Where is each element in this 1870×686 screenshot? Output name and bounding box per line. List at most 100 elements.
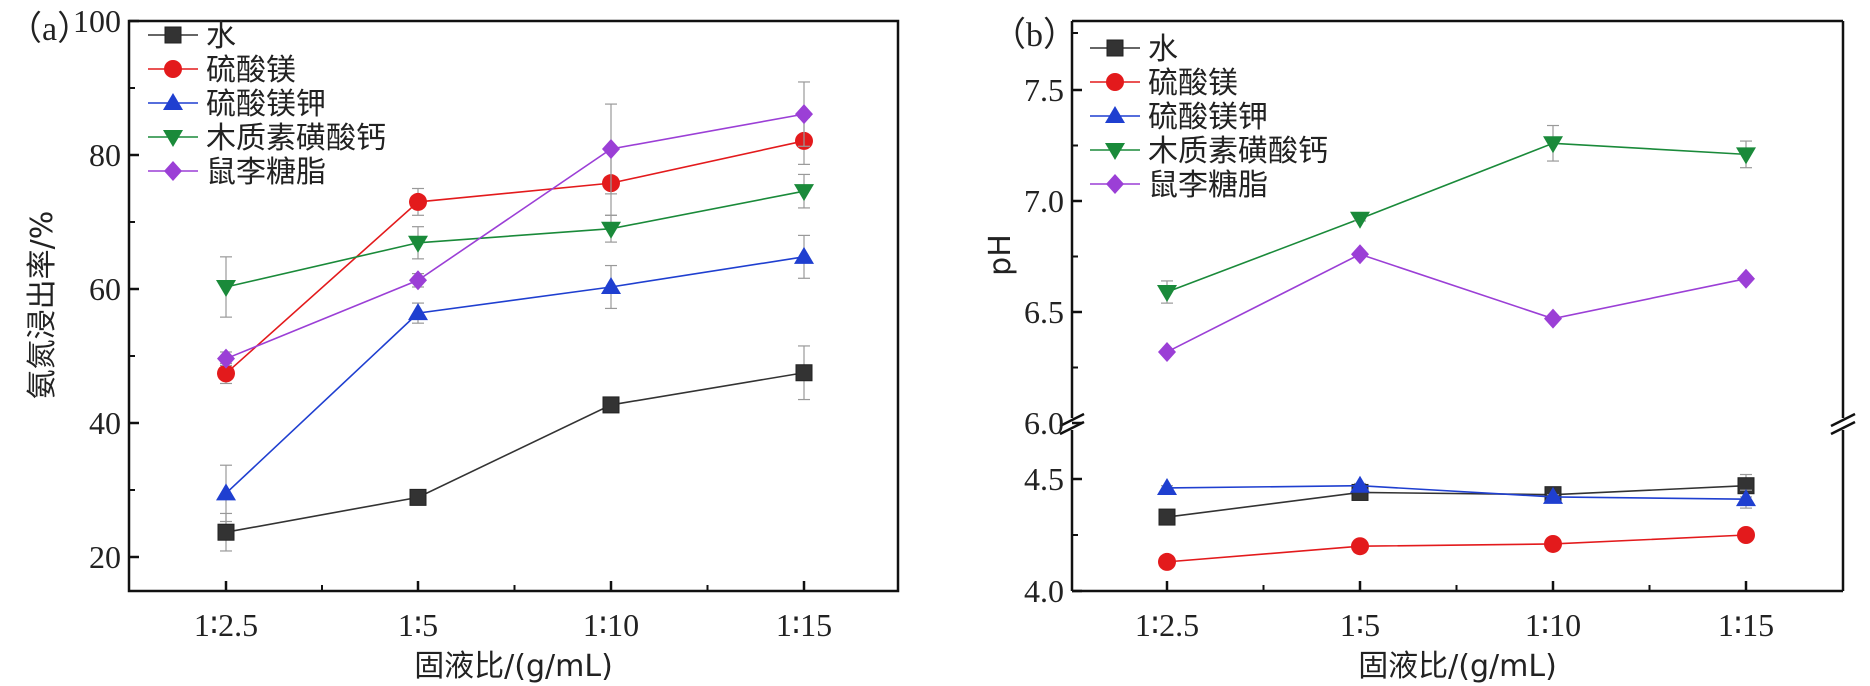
legend-marker — [1106, 174, 1124, 194]
legend-item: 木质素磺酸钙 — [148, 121, 386, 156]
series-line — [225, 113, 805, 360]
y-tick-label: 20 — [89, 539, 121, 575]
legend-label: 水 — [206, 19, 236, 54]
legend-label: 木质素磺酸钙 — [1148, 134, 1328, 169]
data-point — [1736, 147, 1756, 165]
series-line — [225, 190, 805, 288]
x-tick-label: 1∶10 — [1525, 607, 1581, 643]
y-tick-label: 7.0 — [1024, 183, 1064, 219]
legend-label: 鼠李糖脂 — [1148, 168, 1268, 203]
series-0 — [1158, 473, 1755, 526]
legend-label: 鼠李糖脂 — [206, 155, 326, 190]
data-point — [1351, 244, 1369, 265]
series-line — [225, 371, 805, 533]
series-line — [1166, 142, 1747, 293]
data-point — [1351, 537, 1369, 556]
series-4 — [217, 81, 813, 369]
series-2 — [1157, 475, 1756, 509]
axis-break-mark — [1059, 412, 1085, 428]
data-point — [794, 184, 814, 202]
x-tick-label: 1∶2.5 — [1135, 607, 1199, 643]
data-point — [1544, 308, 1562, 329]
legend-marker — [164, 60, 182, 78]
legend-marker — [1105, 106, 1125, 123]
data-point — [602, 396, 620, 414]
data-point — [1157, 477, 1177, 495]
chart-a: 20 40 60 80 100 1∶2.5 1∶5 1∶10 1∶15 固液比/(g/mL) 氨氮浸… — [8, 3, 900, 684]
legend-marker — [164, 161, 182, 181]
y-tick-label: 40 — [89, 405, 121, 441]
legend-label: 水 — [1148, 32, 1178, 67]
data-point — [794, 246, 814, 264]
axis-break-mark — [1830, 412, 1856, 428]
panel-label: （a） — [8, 10, 91, 48]
legend-label: 硫酸镁 — [206, 53, 296, 88]
series-1 — [1158, 526, 1755, 571]
y-tick-label: 80 — [89, 137, 121, 173]
data-point — [601, 221, 621, 239]
y-tick-label: 100 — [73, 3, 121, 39]
data-point — [1544, 534, 1562, 553]
legend-item: 硫酸镁钾 — [148, 87, 326, 122]
data-point — [1736, 489, 1756, 507]
data-point — [1350, 475, 1370, 493]
x-tick-label: 1∶15 — [776, 607, 832, 643]
legend-label: 木质素磺酸钙 — [206, 121, 386, 156]
legend-marker — [1105, 143, 1125, 160]
data-point — [409, 192, 427, 211]
data-point — [216, 279, 236, 297]
legend-marker — [164, 26, 182, 44]
series-line — [225, 140, 805, 375]
series-0 — [217, 345, 813, 552]
legend-marker — [1106, 73, 1124, 91]
data-point — [217, 348, 235, 369]
x-tick-label: 1∶5 — [1340, 607, 1380, 643]
legend-item: 水 — [1090, 32, 1178, 67]
legend-item: 鼠李糖脂 — [1090, 168, 1268, 203]
series-3 — [216, 173, 814, 318]
x-axis-title: 固液比/(g/mL) — [414, 649, 613, 684]
data-point — [1543, 486, 1563, 504]
legend-item: 水 — [148, 19, 236, 54]
y-tick-label: 4.5 — [1024, 461, 1064, 497]
y-tick-label: 6.0 — [1024, 405, 1064, 441]
x-axis-title: 固液比/(g/mL) — [1358, 649, 1557, 684]
legend-label: 硫酸镁 — [1148, 66, 1238, 101]
data-point — [602, 138, 620, 159]
data-point — [408, 303, 428, 321]
data-point — [1158, 508, 1176, 526]
series-line — [1166, 253, 1747, 353]
legend-item: 硫酸镁 — [1090, 66, 1238, 101]
series-line — [225, 256, 805, 494]
x-tick-label: 1∶2.5 — [194, 607, 258, 643]
data-point — [1737, 268, 1755, 289]
series-line — [1166, 534, 1747, 563]
data-point — [1158, 341, 1176, 362]
x-tick-label: 1∶15 — [1718, 607, 1774, 643]
y-axis-title: pH — [983, 234, 1018, 276]
x-tick-label: 1∶5 — [398, 607, 438, 643]
series-4 — [1158, 244, 1755, 362]
series-line — [1166, 484, 1747, 518]
legend-item: 鼠李糖脂 — [148, 155, 326, 190]
legend-label: 硫酸镁钾 — [206, 87, 326, 122]
axis-break-mark — [1830, 420, 1856, 436]
y-tick-label: 6.5 — [1024, 294, 1064, 330]
legend-label: 硫酸镁钾 — [1148, 100, 1268, 135]
y-tick-label: 7.5 — [1024, 72, 1064, 108]
legend-item: 硫酸镁 — [148, 53, 296, 88]
data-point — [409, 270, 427, 291]
y-tick-label: 4.0 — [1024, 573, 1064, 609]
y-axis-title: 氨氮浸出率/% — [25, 211, 60, 400]
chart-b: 4.0 4.5 6.0 6.5 7.0 7.5 1∶2.5 1∶5 1∶10 1∶15 固液比/(g… — [983, 16, 1856, 684]
series-3 — [1157, 124, 1756, 304]
legend-item: 木质素磺酸钙 — [1090, 134, 1328, 169]
data-point — [1543, 136, 1563, 154]
legend-marker — [163, 130, 183, 147]
data-point — [1158, 552, 1176, 571]
data-point — [601, 276, 621, 294]
data-point — [1737, 526, 1755, 544]
data-point — [408, 235, 428, 253]
data-point — [1157, 285, 1177, 303]
